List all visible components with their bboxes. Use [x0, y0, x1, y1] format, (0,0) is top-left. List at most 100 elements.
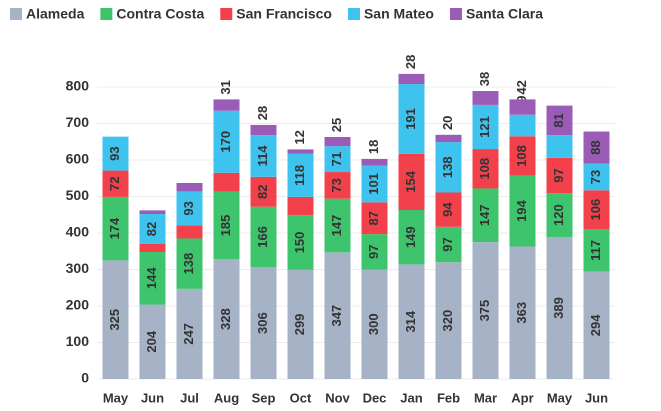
bar-segment — [546, 105, 573, 136]
bar-segment — [509, 114, 536, 137]
data-label: 25 — [329, 118, 344, 132]
legend-swatch — [10, 8, 22, 20]
data-label: 150 — [292, 232, 307, 254]
bar-segment — [435, 142, 462, 193]
bar-segment — [398, 84, 425, 154]
data-label: 88 — [588, 140, 603, 154]
data-label: 306 — [255, 312, 270, 334]
legend-swatch — [220, 8, 233, 20]
data-label: 12 — [292, 130, 307, 144]
bar-segment — [472, 149, 499, 189]
bar-segment — [472, 242, 499, 379]
legend-swatch — [347, 8, 360, 20]
legend-label: Alameda — [26, 6, 85, 22]
bar-segment — [139, 243, 166, 252]
bar-segment — [213, 191, 240, 260]
bar-segment — [176, 182, 203, 192]
bar-segment — [398, 73, 425, 85]
data-label: 138 — [181, 253, 196, 275]
y-tick-label: 500 — [66, 187, 90, 203]
bar-segment — [583, 228, 610, 272]
data-label: 320 — [440, 310, 455, 332]
bar-segment — [287, 215, 314, 270]
data-label: 389 — [551, 297, 566, 319]
data-label: 294 — [588, 314, 603, 336]
bar-segment — [250, 176, 277, 207]
data-label: 28 — [255, 106, 270, 120]
data-label: 191 — [403, 108, 418, 130]
x-tick-label: Nov — [325, 390, 350, 405]
legend-label: San Francisco — [236, 6, 332, 22]
bar-segment — [250, 206, 277, 268]
x-tick-label: Jun — [141, 390, 164, 405]
bar-segment — [361, 165, 388, 203]
bar-segment — [139, 214, 166, 244]
bar-segment — [361, 158, 388, 166]
bar-segment — [472, 104, 499, 150]
bar-segment — [361, 202, 388, 235]
data-label: 42 — [514, 80, 529, 94]
bar-segment — [435, 134, 462, 143]
bar-segment — [324, 252, 351, 379]
bar-segment — [250, 135, 277, 177]
data-label: 18 — [366, 140, 381, 154]
bar-segment — [546, 135, 573, 158]
bar-segment — [324, 137, 351, 147]
data-label: 93 — [107, 146, 122, 160]
y-tick-label: 400 — [66, 224, 90, 240]
data-label: 31 — [218, 80, 233, 94]
bar-segment — [324, 172, 351, 199]
data-label: 363 — [514, 302, 529, 324]
bar-segment — [546, 193, 573, 238]
data-label: 97 — [440, 237, 455, 251]
bar-segment — [176, 238, 203, 289]
data-label: 93 — [181, 201, 196, 215]
data-label: 81 — [551, 113, 566, 127]
y-tick-label: 0 — [81, 370, 89, 386]
data-label: 300 — [366, 313, 381, 335]
x-tick-label: Oct — [290, 390, 312, 405]
bar-segment — [435, 192, 462, 227]
bar-segment — [509, 136, 536, 176]
bar-segment — [398, 153, 425, 211]
y-tick-label: 600 — [66, 151, 90, 167]
bar-segment — [287, 269, 314, 379]
data-label: 82 — [144, 222, 159, 236]
x-tick-label: Feb — [437, 390, 460, 405]
bar-segment — [287, 153, 314, 197]
data-label: 147 — [329, 215, 344, 237]
bar-segment — [361, 269, 388, 379]
bar-segment — [139, 210, 166, 215]
data-label: 120 — [551, 204, 566, 226]
bar-segment — [546, 237, 573, 379]
data-label: 97 — [551, 168, 566, 182]
data-label: 347 — [329, 305, 344, 327]
data-label: 20 — [440, 116, 455, 130]
data-label: 72 — [107, 176, 122, 190]
legend-label: San Mateo — [364, 6, 434, 22]
x-tick-label: Jul — [180, 390, 199, 405]
bar-segment — [583, 163, 610, 191]
data-label: 166 — [255, 226, 270, 248]
legend-label: Santa Clara — [466, 6, 543, 22]
data-label: 71 — [329, 152, 344, 166]
bar-segment — [176, 288, 203, 379]
data-label: 108 — [514, 145, 529, 167]
bar-segment — [324, 146, 351, 173]
data-label: 97 — [366, 245, 381, 259]
x-tick-label: Aug — [214, 390, 239, 405]
bar-segment — [176, 225, 203, 239]
bar-segment — [583, 190, 610, 229]
data-label: 118 — [292, 165, 307, 186]
bar-segment — [583, 131, 610, 164]
bar-segment — [250, 124, 277, 136]
bar-segment — [139, 251, 166, 305]
y-tick-label: 700 — [66, 114, 90, 130]
data-label: 108 — [477, 158, 492, 180]
data-label: 138 — [440, 156, 455, 178]
bar-segment — [176, 191, 203, 226]
bar-segment — [102, 196, 129, 261]
data-label: 28 — [403, 55, 418, 69]
data-label: 314 — [403, 310, 418, 332]
data-label: 87 — [366, 211, 381, 225]
